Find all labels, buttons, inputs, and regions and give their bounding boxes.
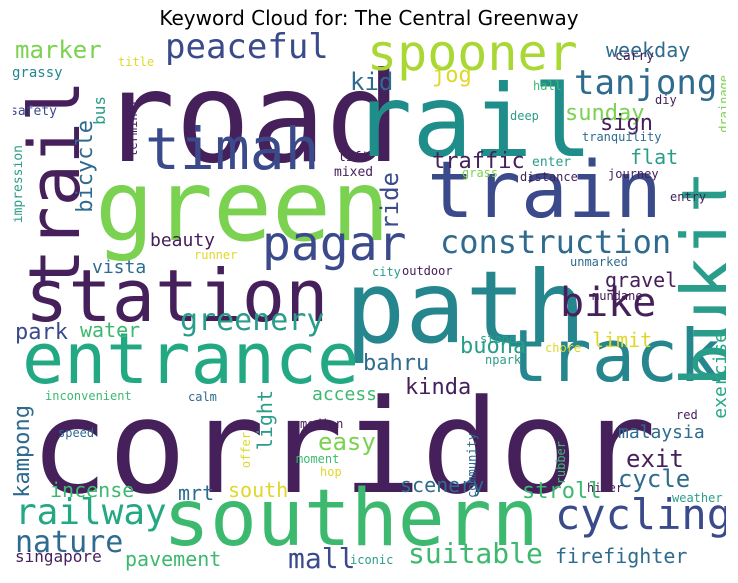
cloud-word-pagar: pagar (262, 216, 407, 272)
cloud-word-stroll: stroll (522, 479, 602, 504)
cloud-word-scenery: scenery (400, 473, 485, 497)
cloud-word-exit: exit (626, 445, 684, 473)
cloud-word-hiker: hiker (587, 481, 624, 495)
cloud-word-peaceful: peaceful (165, 31, 329, 67)
cloud-word-green: green (95, 150, 391, 264)
cloud-word-impression: impression (13, 145, 26, 224)
cloud-word-pavement: pavement (125, 547, 222, 571)
cloud-word-deep: deep (510, 109, 539, 123)
cloud-word-npark: npark (485, 353, 522, 367)
cloud-word-mundane: mundane (592, 289, 643, 303)
cloud-word-title: title (118, 55, 155, 69)
cloud-word-station: station (25, 254, 329, 338)
cloud-word-chore: chore (545, 341, 582, 355)
cloud-word-malaysia: malaysia (618, 422, 705, 443)
cloud-word-city: city (372, 265, 401, 279)
cloud-word-mixed: mixed (334, 165, 374, 180)
cloud-word-community: community (465, 433, 479, 499)
cloud-word-diy: diy (655, 93, 677, 107)
cloud-word-corridor: corridor (30, 371, 657, 523)
cloud-word-limit: limit (592, 328, 653, 352)
cloud-word-cycle: cycle (618, 465, 691, 493)
cloud-word-singapore: singapore (15, 547, 102, 566)
cloud-word-mall: mall (288, 542, 356, 575)
cloud-word-exercise: exercise (710, 332, 726, 419)
cloud-word-south: south (228, 478, 289, 502)
cloud-word-tranquility: tranquility (582, 130, 662, 144)
cloud-word-kid: kid (350, 68, 394, 96)
cloud-word-track: track (505, 314, 722, 398)
cloud-word-incense: incense (50, 478, 135, 502)
cloud-word-stone: stone (480, 332, 517, 346)
chart-title: Keyword Cloud for: The Central Greenway (159, 6, 579, 30)
cloud-word-beauty: beauty (150, 230, 216, 251)
cloud-word-road: road (100, 46, 402, 191)
cloud-word-grass: grass (462, 166, 499, 180)
cloud-word-spooner: spooner (367, 31, 578, 82)
cloud-word-construction: construction (440, 223, 672, 261)
cloud-word-easy: easy (318, 428, 376, 456)
cloud-word-gravel: gravel (605, 268, 678, 292)
cloud-word-bike: bike (560, 280, 657, 326)
cloud-word-rubber: rubber (554, 441, 568, 485)
cloud-word-lift: lift (338, 150, 370, 165)
cloud-word-runner: runner (194, 248, 238, 262)
cloud-word-bicycle: bicycle (73, 120, 98, 213)
cloud-word-outdoor: outdoor (402, 264, 453, 278)
cloud-word-mrt: mrt (178, 481, 215, 505)
cloud-word-unmarked: unmarked (570, 255, 628, 269)
cloud-word-ride: ride (376, 172, 404, 230)
cloud-word-greenery: greenery (180, 303, 325, 338)
cloud-word-suitable: suitable (408, 537, 543, 570)
cloud-word-kinda: kinda (405, 375, 472, 400)
cloud-word-journey: journey (608, 167, 659, 181)
cloud-word-firefighter: firefighter (555, 544, 688, 568)
cloud-word-flat: flat (630, 145, 679, 169)
cloud-word-traffic: traffic (432, 149, 525, 174)
cloud-word-moment: moment (296, 452, 340, 466)
cloud-word-enter: enter (532, 155, 572, 170)
cloud-word-buona: buona (460, 334, 527, 359)
cloud-word-entry: entry (670, 190, 707, 204)
cloud-word-timah: timah (145, 115, 320, 183)
cloud-word-carry: carry (615, 49, 655, 64)
cloud-word-water: water (80, 318, 141, 342)
cloud-word-train: train (427, 146, 662, 236)
cloud-word-inconvenient: inconvenient (45, 389, 132, 403)
cloud-word-bahru: bahru (363, 351, 430, 376)
cloud-word-red: red (676, 408, 698, 422)
cloud-word-weekday: weekday (606, 38, 691, 62)
cloud-word-safety: safety (13, 104, 57, 119)
cloud-word-sunday: sunday (565, 101, 645, 126)
cloud-word-access: access (312, 384, 378, 405)
cloud-word-tanjong: tanjong (574, 63, 718, 103)
cloud-word-southern: southern (163, 474, 539, 564)
cloud-word-offer: offer (239, 432, 253, 469)
cloud-word-weather: weather (672, 491, 723, 505)
cloud-word-distance: distance (520, 170, 578, 184)
cloud-word-nature: nature (15, 525, 124, 560)
cloud-word-median: median (300, 417, 344, 431)
cloud-word-railway: railway (15, 492, 167, 533)
cloud-word-light: light (253, 390, 277, 451)
cloud-word-iconic: iconic (350, 553, 394, 567)
cloud-word-entrance: entrance (22, 318, 360, 400)
cloud-word-park: park (15, 320, 68, 345)
cloud-word-grassy: grassy (13, 65, 63, 81)
cloud-word-vista: vista (92, 257, 147, 278)
cloud-word-cycling: cycling (555, 490, 726, 539)
cloud-word-drainage: drainage (717, 75, 726, 133)
cloud-word-terminal: terminal (126, 99, 140, 157)
cloud-word-sign: sign (600, 111, 653, 136)
cloud-word-rail: rail (352, 63, 593, 180)
cloud-word-speed: speed (58, 426, 95, 440)
cloud-word-calm: calm (188, 390, 217, 404)
cloud-word-hop: hop (320, 465, 342, 479)
cloud-word-hall: hall (533, 79, 562, 93)
cloud-word-marker: marker (15, 36, 102, 64)
cloud-word-path: path (345, 249, 586, 366)
cloud-word-kampong: kampong (13, 405, 35, 498)
word-cloud: corridor road rail path green southern train st… (13, 31, 726, 578)
cloud-word-jog: jog (432, 63, 472, 88)
